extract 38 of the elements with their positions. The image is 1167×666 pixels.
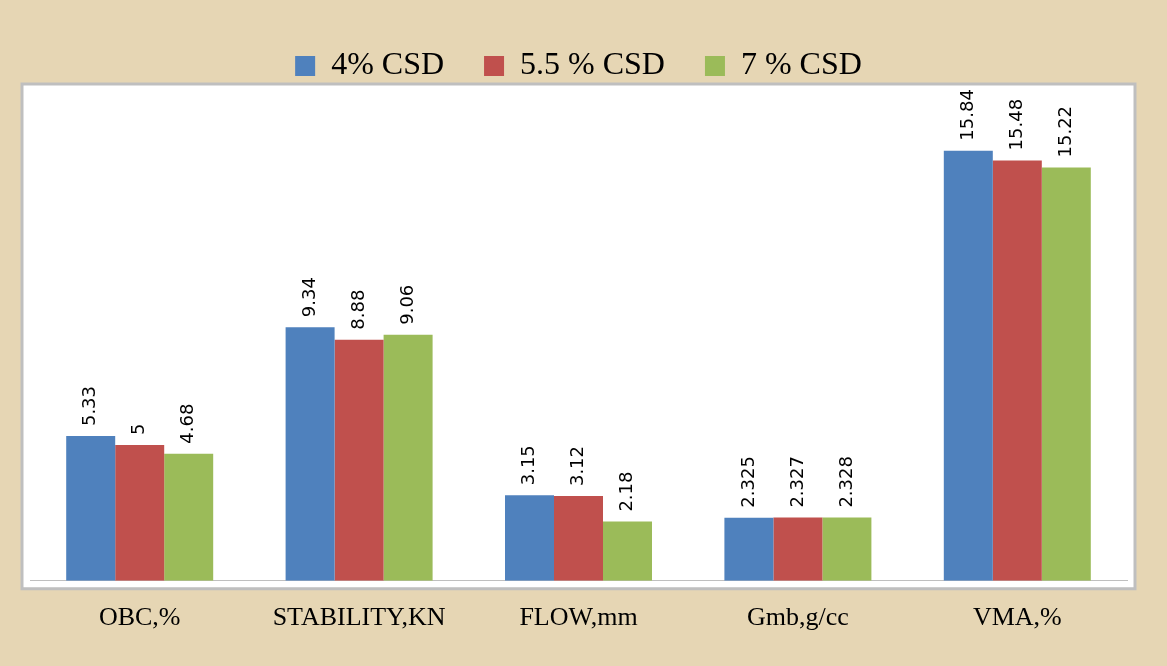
data-label: 9.34 — [297, 277, 319, 318]
x-tick-label: Gmb,g/cc — [746, 602, 849, 632]
bar — [1041, 167, 1091, 581]
data-label: 4.68 — [176, 403, 198, 444]
data-label: 3.15 — [517, 445, 539, 486]
data-label: 5.33 — [78, 385, 100, 427]
data-label: 2.18 — [615, 471, 637, 512]
bar — [943, 150, 993, 581]
bar — [115, 445, 165, 581]
data-label: 15.84 — [955, 89, 977, 141]
x-tick-label: OBC,% — [98, 602, 181, 632]
x-tick-label: STABILITY,KN — [272, 602, 446, 632]
bar — [383, 334, 433, 581]
data-label: 3.12 — [566, 446, 588, 487]
data-label: 2.328 — [834, 456, 856, 508]
data-label: 2.327 — [785, 456, 807, 508]
bar — [992, 160, 1042, 581]
bar — [334, 339, 384, 581]
bar — [66, 436, 116, 581]
data-label: 8.88 — [346, 289, 368, 330]
bar — [164, 453, 214, 581]
data-label: 9.06 — [395, 284, 417, 325]
data-label: 15.48 — [1004, 98, 1026, 151]
data-label: 2.325 — [736, 456, 758, 508]
legend-label: 5.5 % CSD — [520, 45, 665, 82]
bar — [505, 495, 554, 581]
bar — [603, 521, 652, 581]
legend-label: 7 % CSD — [740, 45, 862, 82]
bar — [822, 517, 872, 581]
x-tick-label: VMA,% — [972, 602, 1062, 632]
x-tick-label: FLOW,mm — [519, 602, 638, 632]
data-label: 5 — [127, 423, 149, 436]
bar — [773, 517, 823, 581]
legend-label: 4% CSD — [331, 45, 445, 82]
data-label: 15.22 — [1053, 105, 1075, 158]
bar — [285, 327, 335, 581]
bar — [724, 517, 774, 581]
bar — [554, 496, 603, 581]
